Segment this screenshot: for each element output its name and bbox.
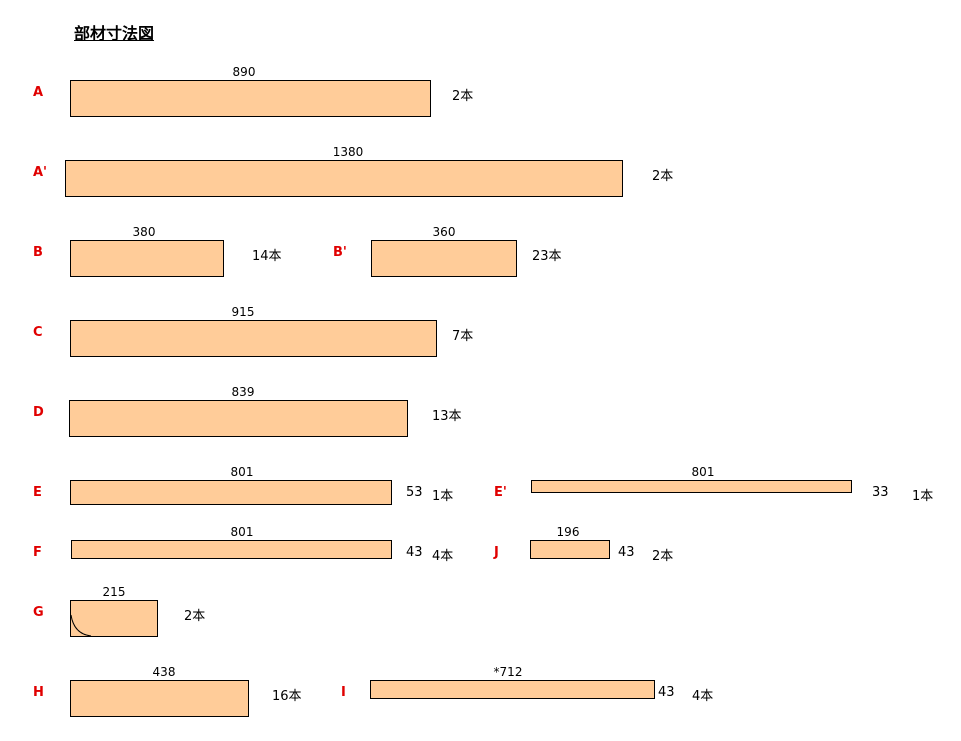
part-b-prime-bar — [371, 240, 517, 277]
part-i-side: 43 — [658, 685, 675, 700]
part-i-bar — [370, 680, 655, 699]
part-e-prime-qty: 1本 — [912, 489, 934, 504]
part-e-bar — [70, 480, 392, 505]
part-a-qty: 2本 — [452, 89, 474, 104]
part-label-h: H — [33, 685, 44, 700]
part-f-bar — [71, 540, 392, 559]
part-b-qty: 14本 — [252, 249, 282, 264]
part-label-e-prime: E' — [494, 485, 507, 500]
part-c-length: 915 — [231, 305, 255, 319]
part-i-length: *712 — [493, 665, 523, 679]
part-label-i: I — [341, 685, 346, 700]
part-f-length: 801 — [230, 525, 254, 539]
part-a-bar — [70, 80, 431, 117]
part-label-b: B — [33, 245, 43, 260]
part-j-side: 43 — [618, 545, 635, 560]
part-b-bar — [70, 240, 224, 277]
part-d-bar — [69, 400, 408, 437]
part-c-qty: 7本 — [452, 329, 474, 344]
part-label-d: D — [33, 405, 44, 420]
part-label-j: J — [494, 545, 499, 560]
part-d-qty: 13本 — [432, 409, 462, 424]
part-j-qty: 2本 — [652, 549, 674, 564]
part-h-qty: 16本 — [272, 689, 302, 704]
part-i-qty: 4本 — [692, 689, 714, 704]
part-c-bar — [70, 320, 437, 357]
part-g-length: 215 — [102, 585, 126, 599]
part-j-bar — [530, 540, 610, 559]
part-f-qty: 4本 — [432, 549, 454, 564]
part-e-prime-side: 33 — [872, 485, 889, 500]
part-a-length: 890 — [232, 65, 256, 79]
part-label-f: F — [33, 545, 42, 560]
part-d-length: 839 — [231, 385, 255, 399]
part-a-prime-length: 1380 — [332, 145, 364, 159]
part-e-length: 801 — [230, 465, 254, 479]
part-b-prime-length: 360 — [432, 225, 456, 239]
part-b-length: 380 — [132, 225, 156, 239]
drawing-title: 部材寸法図 — [74, 24, 155, 43]
part-g-bar — [70, 600, 158, 637]
part-h-bar — [70, 680, 249, 717]
part-e-prime-bar — [531, 480, 852, 493]
part-label-g: G — [33, 605, 44, 620]
part-g-corner-arc — [70, 614, 92, 637]
part-a-prime-bar — [65, 160, 623, 197]
part-label-b-prime: B' — [333, 245, 347, 260]
part-h-length: 438 — [152, 665, 176, 679]
part-j-length: 196 — [556, 525, 580, 539]
part-f-side: 43 — [406, 545, 423, 560]
part-g-qty: 2本 — [184, 609, 206, 624]
part-e-prime-length: 801 — [691, 465, 715, 479]
part-label-a: A — [33, 85, 44, 100]
part-e-side: 53 — [406, 485, 423, 500]
part-label-a-prime: A' — [33, 165, 48, 180]
part-b-prime-qty: 23本 — [532, 249, 562, 264]
part-a-prime-qty: 2本 — [652, 169, 674, 184]
part-e-qty: 1本 — [432, 489, 454, 504]
part-label-e: E — [33, 485, 42, 500]
part-label-c: C — [33, 325, 43, 340]
